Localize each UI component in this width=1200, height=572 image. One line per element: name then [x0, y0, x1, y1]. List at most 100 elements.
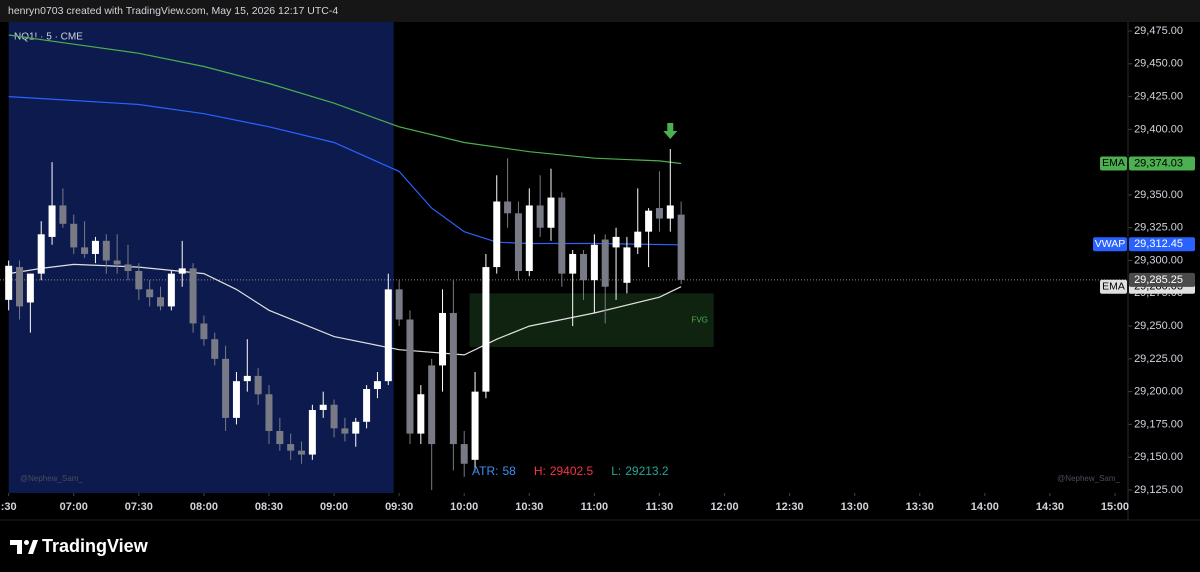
candle-body	[525, 205, 533, 272]
price-label-value-bg	[1129, 156, 1195, 171]
candle-body	[623, 247, 631, 283]
last-price-label: 29,285.25	[1134, 274, 1183, 286]
watermark: @Nephew_Sam_	[1057, 474, 1120, 483]
y-tick-label: 29,150.00	[1134, 451, 1183, 463]
candle-body	[178, 268, 186, 274]
price-label-value: 29,312.45	[1134, 238, 1183, 250]
candle-body	[569, 253, 577, 274]
x-tick-label: 13:30	[906, 501, 934, 513]
y-tick-label: 29,125.00	[1134, 484, 1183, 496]
candle-body	[211, 339, 219, 359]
candle-body	[265, 394, 273, 431]
candle-body	[298, 450, 306, 455]
candle-body	[439, 312, 447, 366]
candle-body	[482, 267, 490, 392]
y-tick-label: 29,450.00	[1134, 58, 1183, 70]
candle-body	[308, 409, 316, 455]
stat-label: H:	[534, 464, 546, 478]
candle-body	[48, 205, 56, 237]
x-tick-label: 07:00	[60, 501, 88, 513]
price-label-name: EMA	[1102, 157, 1125, 169]
candle-body	[655, 208, 663, 219]
candle-body	[243, 375, 251, 382]
candle-body	[113, 260, 121, 265]
candle-body	[460, 444, 468, 464]
x-tick-label: 14:30	[1036, 501, 1064, 513]
candle-body	[287, 444, 295, 451]
candle-body	[135, 271, 143, 290]
x-tick-label: 12:00	[710, 501, 738, 513]
candle-body	[200, 323, 208, 340]
signal-arrow	[663, 123, 678, 140]
x-tick-label: 11:00	[581, 501, 609, 513]
y-tick-label: 29,250.00	[1134, 320, 1183, 332]
candle-body	[37, 234, 45, 274]
brand-logo	[10, 540, 38, 554]
fvg-label: FVG	[691, 315, 707, 324]
x-tick-label: 13:00	[841, 501, 869, 513]
candle-body	[493, 201, 501, 268]
candle-body	[395, 289, 403, 320]
header-text: henryn0703 created with TradingView.com,…	[8, 5, 338, 17]
price-label-value-bg	[1129, 237, 1195, 252]
y-tick-label: 29,400.00	[1134, 123, 1183, 135]
x-tick-label: 07:30	[125, 501, 153, 513]
price-label-name: EMA	[1102, 280, 1125, 292]
candle-body	[471, 391, 479, 460]
candle-body	[70, 223, 78, 248]
candle-body	[26, 273, 34, 303]
candle-body	[547, 197, 555, 228]
x-tick-label: 09:00	[320, 501, 348, 513]
candle-body	[417, 394, 425, 434]
candle-body	[449, 312, 457, 445]
candle-body	[558, 197, 566, 274]
x-tick-label: 09:30	[385, 501, 413, 513]
candle-body	[504, 201, 512, 214]
candle-body	[612, 236, 620, 248]
candle-body	[222, 358, 230, 418]
fvg-zone	[469, 293, 714, 348]
candle-body	[428, 365, 436, 445]
candle-body	[363, 389, 371, 422]
candle-body	[352, 421, 360, 434]
y-tick-label: 29,475.00	[1134, 25, 1183, 37]
candle-body	[124, 264, 132, 272]
candle-body	[167, 273, 175, 307]
y-tick-label: 29,300.00	[1134, 254, 1183, 266]
x-tick-label: 08:30	[255, 501, 283, 513]
candle-body	[102, 240, 110, 261]
y-tick-label: 29,425.00	[1134, 91, 1183, 103]
stat-value: 29213.2	[625, 464, 669, 478]
watermark: @Nephew_Sam_	[20, 474, 83, 483]
logo-mark	[28, 540, 38, 554]
candle-body	[514, 213, 522, 272]
candle-body	[634, 231, 642, 248]
candle-body	[373, 381, 381, 390]
candle-body	[319, 404, 327, 410]
candle-body	[189, 268, 197, 324]
candle-body	[341, 428, 349, 434]
candle-body	[276, 430, 284, 445]
y-tick-label: 29,350.00	[1134, 189, 1183, 201]
x-tick-label: 12:30	[776, 501, 804, 513]
stat-label: L:	[611, 464, 621, 478]
x-tick-label: 11:30	[646, 501, 674, 513]
x-tick-label: 14:00	[971, 501, 999, 513]
price-label-name-bg	[1093, 237, 1127, 252]
candle-body	[146, 289, 154, 298]
symbol-label: NQ1! · 5 · CME	[14, 32, 83, 43]
x-tick-label: 08:00	[190, 501, 218, 513]
last-price-bg	[1129, 272, 1195, 287]
candle-body	[666, 205, 674, 219]
brand-name: TradingView	[42, 536, 149, 556]
stat-value: 58	[502, 464, 516, 478]
candle-body	[677, 214, 685, 280]
price-label-name: VWAP	[1095, 238, 1126, 250]
y-tick-label: 29,175.00	[1134, 418, 1183, 430]
candle-body	[384, 289, 392, 382]
candle-body	[254, 375, 262, 395]
stat-value: 29402.5	[550, 464, 594, 478]
candle-body	[406, 319, 414, 434]
y-tick-label: 29,200.00	[1134, 386, 1183, 398]
candle-body	[536, 205, 544, 228]
